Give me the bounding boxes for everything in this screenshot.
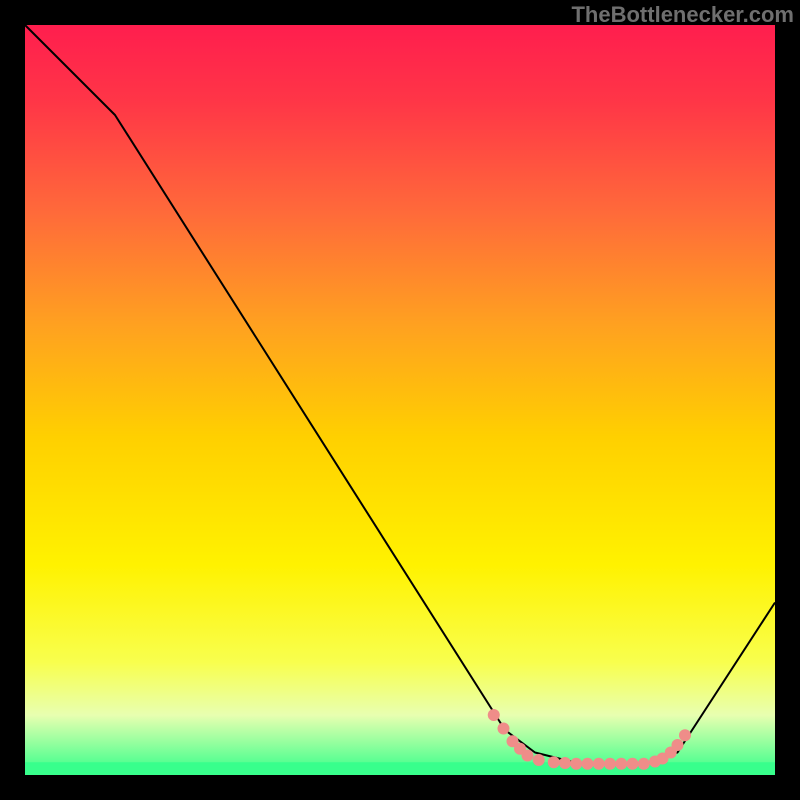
confidence-marker xyxy=(604,758,616,770)
confidence-marker xyxy=(498,723,510,735)
confidence-marker xyxy=(627,758,639,770)
confidence-marker xyxy=(615,758,627,770)
confidence-marker xyxy=(593,758,605,770)
confidence-marker xyxy=(679,729,691,741)
confidence-marker xyxy=(522,750,534,762)
confidence-marker xyxy=(548,756,560,768)
confidence-marker xyxy=(570,758,582,770)
confidence-marker xyxy=(488,709,500,721)
confidence-marker xyxy=(559,757,571,769)
confidence-marker xyxy=(533,754,545,766)
confidence-marker xyxy=(672,739,684,751)
gradient-curve-chart xyxy=(0,0,800,800)
chart-container: TheBottlenecker.com xyxy=(0,0,800,800)
plot-background xyxy=(25,25,775,775)
confidence-marker xyxy=(582,758,594,770)
confidence-marker xyxy=(638,758,650,770)
